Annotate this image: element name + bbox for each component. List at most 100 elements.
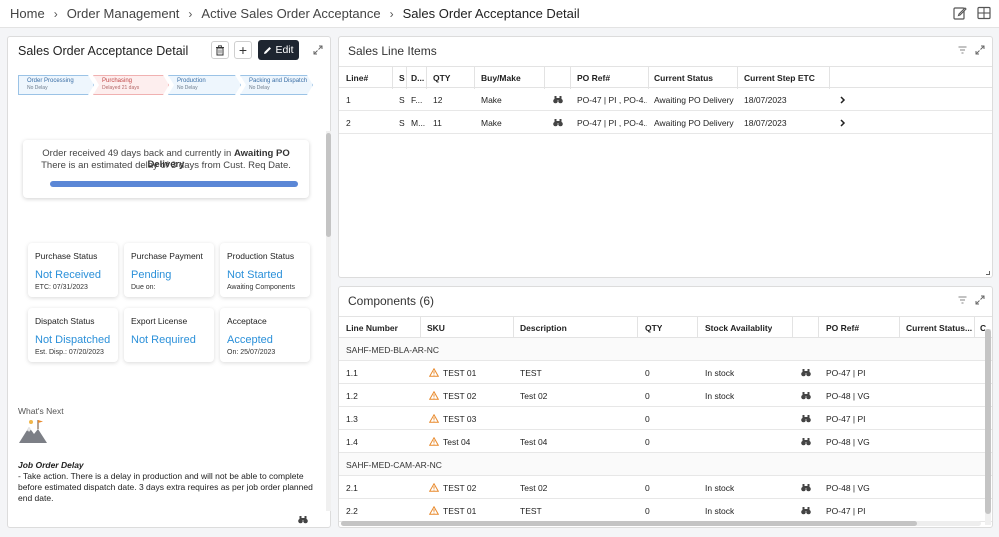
cell-qty: 0 [645, 437, 650, 447]
cell-stock: In stock [705, 368, 735, 378]
binoculars-icon[interactable] [801, 368, 811, 377]
tile-acceptance[interactable]: Acceptace Accepted On: 25/07/2023 [220, 308, 310, 362]
breadcrumb-active-sales-order[interactable]: Active Sales Order Acceptance [201, 6, 381, 21]
cell-qty: 0 [645, 414, 650, 424]
group-name: SAHF-MED-CAM-AR-NC [346, 460, 442, 470]
status-summary-line: Order received 49 days back and currentl… [23, 148, 309, 170]
stage-purchasing[interactable]: Purchasing Delayed 21 days [93, 75, 169, 95]
expand-icon[interactable] [313, 45, 323, 55]
column-header[interactable]: S [399, 73, 405, 83]
horizontal-scrollbar-thumb[interactable] [341, 521, 917, 526]
filter-icon[interactable] [958, 46, 967, 54]
scrollbar-thumb[interactable] [326, 133, 331, 237]
breadcrumb-order-management[interactable]: Order Management [66, 6, 180, 21]
binoculars-icon[interactable] [801, 391, 811, 400]
chevron-right-icon[interactable] [839, 119, 846, 127]
tile-purchase-status[interactable]: Purchase Status Not Received ETC: 07/31/… [28, 243, 118, 297]
table-row[interactable]: 2.1 TEST 02 Test 02 0 In stock PO-48 | V… [339, 476, 992, 499]
group-name: SAHF-MED-BLA-AR-NC [346, 345, 440, 355]
cell-s: S [399, 118, 405, 128]
cell-line: 1.1 [346, 368, 358, 378]
scrollbar-track[interactable] [326, 131, 331, 511]
table-row[interactable]: 1.3 TEST 03 0 PO-47 | PI [339, 407, 992, 430]
table-row[interactable]: 1 S F... 12 Make PO-47 | PI , PO-4... Aw… [339, 88, 992, 111]
cell-po-ref: PO-48 | VG [826, 391, 870, 401]
column-header[interactable]: Current Step ETC [744, 73, 815, 83]
binoculars-icon[interactable] [553, 118, 563, 127]
stage-status: No Delay [27, 85, 48, 91]
cell-stock: In stock [705, 506, 735, 516]
edit-button-label: Edit [275, 44, 294, 56]
stage-order-processing[interactable]: Order Processing No Delay [18, 75, 94, 95]
column-header[interactable]: Line Number [346, 323, 398, 333]
panel-title: Components (6) [348, 294, 435, 308]
edit-page-icon[interactable] [953, 6, 967, 20]
cell-buy-make: Make [481, 118, 502, 128]
table-row[interactable]: 2 S M... 11 Make PO-47 | PI , PO-4... Aw… [339, 111, 992, 134]
layout-grid-icon[interactable] [977, 6, 991, 20]
stage-production[interactable]: Production No Delay [168, 75, 241, 95]
column-header[interactable]: Buy/Make [481, 73, 521, 83]
resize-handle[interactable] [986, 271, 990, 275]
tile-production-status[interactable]: Production Status Not Started Awaiting C… [220, 243, 310, 297]
group-row[interactable]: SAHF-MED-BLA-AR-NC [339, 338, 992, 361]
chevron-right-icon[interactable] [839, 96, 846, 104]
filter-icon[interactable] [958, 296, 967, 304]
cell-po-ref: PO-47 | PI [826, 506, 866, 516]
tile-value: Not Dispatched [35, 334, 111, 346]
column-header[interactable]: Description [520, 323, 567, 333]
column-header[interactable]: D... [411, 73, 425, 83]
vertical-scrollbar-thumb[interactable] [985, 329, 991, 514]
add-button[interactable]: + [234, 41, 252, 59]
stage-packing-dispatch[interactable]: Packing and Dispatch No Delay [240, 75, 313, 95]
status-prefix: Order received 49 days back and currentl… [42, 148, 232, 159]
stage-status: No Delay [249, 85, 270, 91]
column-header[interactable]: Stock Availablity [705, 323, 773, 333]
tile-purchase-payment[interactable]: Purchase Payment Pending Due on: [124, 243, 214, 297]
table-row[interactable]: 1.1 TEST 01 TEST 0 In stock PO-47 | PI [339, 361, 992, 384]
sales-line-items-panel: Sales Line Items Line# S D... QTY Buy/Ma… [338, 36, 993, 278]
group-row[interactable]: SAHF-MED-CAM-AR-NC [339, 453, 992, 476]
column-header[interactable]: PO Ref# [826, 323, 860, 333]
cell-po-ref: PO-47 | PI [826, 414, 866, 424]
tile-dispatch-status[interactable]: Dispatch Status Not Dispatched Est. Disp… [28, 308, 118, 362]
breadcrumb-home[interactable]: Home [10, 6, 45, 21]
binoculars-icon[interactable] [801, 414, 811, 423]
warning-icon [429, 414, 439, 423]
delete-button[interactable] [211, 41, 229, 59]
column-divider [697, 317, 698, 339]
cell-s: S [399, 95, 405, 105]
tile-sub: Due on: [131, 284, 156, 291]
cell-description: Test 02 [520, 391, 548, 401]
warning-icon [429, 483, 439, 492]
binoculars-icon[interactable] [553, 95, 563, 104]
edit-button[interactable]: Edit [258, 40, 299, 60]
column-header[interactable]: QTY [645, 323, 663, 333]
column-header[interactable]: Current Status [654, 73, 714, 83]
column-header[interactable]: PO Ref# [577, 73, 611, 83]
binoculars-icon[interactable] [801, 483, 811, 492]
stage-status: Delayed 21 days [102, 85, 140, 91]
chevron-right-icon: › [188, 6, 193, 21]
binoculars-icon[interactable] [801, 437, 811, 446]
tile-export-license[interactable]: Export License Not Required [124, 308, 214, 362]
column-header[interactable]: Line# [346, 73, 369, 83]
expand-icon[interactable] [975, 45, 985, 55]
chevron-right-icon: › [53, 6, 58, 21]
column-header[interactable]: C [980, 323, 986, 333]
stage-name: Order Processing [27, 78, 74, 84]
table-row[interactable]: 1.2 TEST 02 Test 02 0 In stock PO-48 | V… [339, 384, 992, 407]
delay-note: There is an estimated delay of 3 days fr… [41, 160, 291, 171]
column-divider [420, 317, 421, 339]
binoculars-icon[interactable] [298, 515, 308, 524]
column-header[interactable]: SKU [427, 323, 445, 333]
column-header[interactable]: QTY [433, 73, 451, 83]
expand-icon[interactable] [975, 295, 985, 305]
cell-po-ref: PO-47 | PI [826, 368, 866, 378]
binoculars-icon[interactable] [801, 506, 811, 515]
cell-qty: 0 [645, 506, 650, 516]
cell-po-ref: PO-47 | PI , PO-4... [577, 95, 647, 105]
column-header[interactable]: Current Status... [906, 323, 973, 333]
table-row[interactable]: 1.4 Test 04 Test 04 0 PO-48 | VG [339, 430, 992, 453]
table-row[interactable]: 2.2 TEST 01 TEST 0 In stock PO-47 | PI [339, 499, 992, 522]
